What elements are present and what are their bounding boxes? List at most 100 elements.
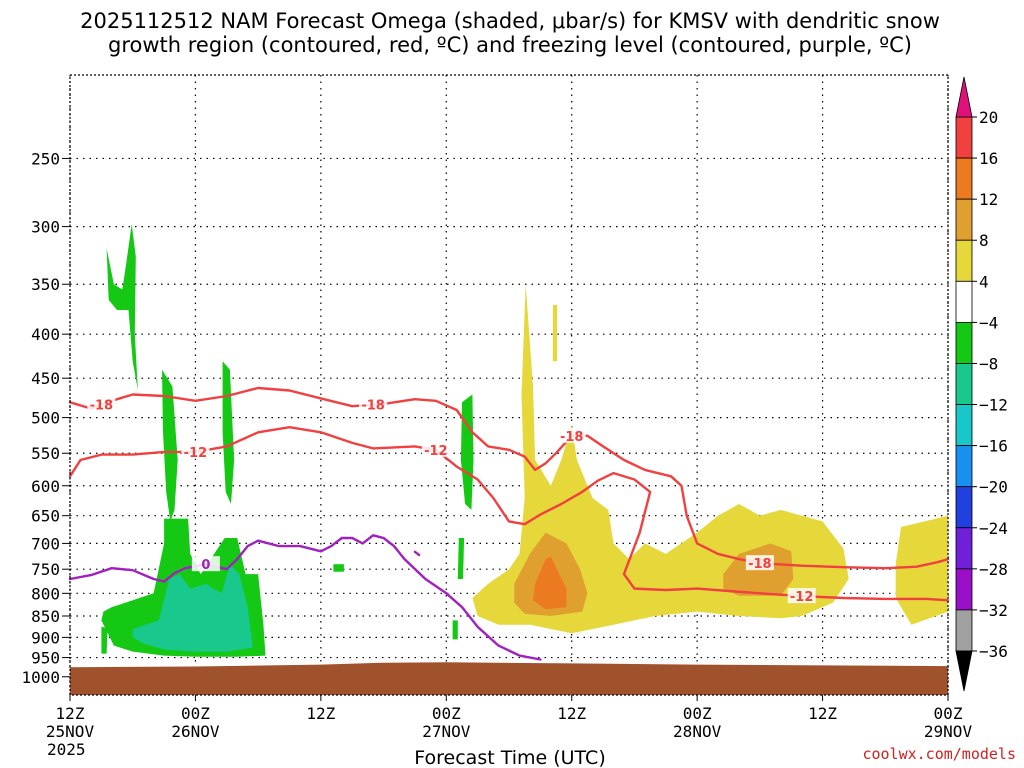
- contour-label-bg: [181, 443, 210, 459]
- colorbar-top-arrow: [955, 76, 973, 118]
- colorbar-bin--36-to--32: [955, 609, 973, 652]
- y-tick-label-1000: 1000: [21, 668, 60, 687]
- y-tick-label-900: 900: [31, 628, 60, 647]
- y-axis-tick-labels: 250 300 350 400 450 500 550 600 650 700 750 800 850 9…: [21, 149, 70, 687]
- shading-green-dot-27nov: [452, 620, 458, 640]
- colorbar-label--16: −16: [979, 437, 1008, 456]
- shading-green-column-27nov: [460, 394, 474, 510]
- colorbar-label--8: −8: [979, 354, 998, 373]
- colorbar-label-8: 8: [979, 231, 989, 250]
- colorbar-bin--4-to-4: [955, 280, 973, 323]
- colorbar-bottom-arrow: [955, 650, 973, 692]
- x-tick-date-84: 29NOV: [924, 722, 973, 741]
- y-tick-label-550: 550: [31, 444, 60, 463]
- contour-label-dgz-minus-12: -12: [184, 446, 208, 461]
- contour-label-dgz-minus-12: -12: [790, 590, 814, 605]
- contour-label-bg: [745, 555, 774, 571]
- x-tick-time-48: 12Z: [557, 704, 586, 723]
- x-tick-time-60: 00Z: [683, 704, 712, 723]
- x-tick-date-36: 27NOV: [422, 722, 471, 741]
- contour-label-dgz-minus-18: -18: [748, 557, 772, 572]
- x-tick-time-72: 12Z: [808, 704, 837, 723]
- y-tick-label-700: 700: [31, 534, 60, 553]
- x-tick-date-60: 28NOV: [673, 722, 722, 741]
- contour-label-freezing-level-0: 0: [201, 558, 210, 573]
- y-tick-label-450: 450: [31, 369, 60, 388]
- contour-label-bg: [191, 556, 220, 572]
- shading-green-small-bits: [101, 626, 108, 654]
- colorbar-label--32: −32: [979, 601, 1008, 620]
- contour-label-bg: [787, 588, 816, 604]
- y-tick-label-750: 750: [31, 560, 60, 579]
- shading-green-column-26nov: [162, 369, 178, 522]
- colorbar-bin--8-to--4: [955, 321, 973, 364]
- y-tick-label-350: 350: [31, 275, 60, 294]
- y-tick-label-600: 600: [31, 477, 60, 496]
- x-tick-time-36: 00Z: [432, 704, 461, 723]
- ground-surface: [70, 662, 948, 695]
- contour-label-bg: [557, 427, 586, 443]
- x-axis-label: Forecast Time (UTC): [414, 747, 605, 768]
- temperature-contours: -18 -18 -18 -18 -12 -12 -12 0: [68, 386, 950, 661]
- y-tick-label-950: 950: [31, 649, 60, 668]
- colorbar-label-16: 16: [979, 149, 998, 168]
- colorbar-label--20: −20: [979, 478, 1008, 497]
- colorbar-label--4: −4: [979, 313, 998, 332]
- y-tick-label-500: 500: [31, 409, 60, 428]
- colorbar-bin--24-to--20: [955, 486, 973, 529]
- contour-freezing-level-0: [68, 534, 542, 661]
- chart-title-line1: 2025112512 NAM Forecast Omega (shaded, μ…: [80, 9, 940, 33]
- chart-title-line2: growth region (contoured, red, ºC) and f…: [108, 33, 912, 57]
- x-tick-date-12: 26NOV: [171, 722, 220, 741]
- colorbar-label-4: 4: [979, 272, 989, 291]
- x-tick-year: 2025: [47, 740, 86, 759]
- shading-yellow-east-29nov: [895, 515, 948, 625]
- colorbar-bin-12-to-16: [955, 157, 973, 200]
- y-tick-label-850: 850: [31, 607, 60, 626]
- shading-deep-orange-core: [533, 556, 567, 610]
- shading-teal-lower-core: [132, 564, 253, 652]
- x-tick-time-24: 12Z: [306, 704, 335, 723]
- shading-yellow-upper-streak: [552, 305, 558, 362]
- y-tick-label-650: 650: [31, 507, 60, 526]
- x-tick-time-84: 00Z: [934, 704, 963, 723]
- contour-label-dgz-minus-18: -18: [90, 399, 114, 414]
- ground-fill: [70, 662, 948, 695]
- shading-green-dot-26nov: [333, 564, 344, 572]
- contour-label-dgz-minus-18: -18: [361, 399, 385, 414]
- colorbar-label--12: −12: [979, 396, 1008, 415]
- colorbar-bin--16-to--12: [955, 404, 973, 447]
- colorbar-bin--32-to--28: [955, 568, 973, 611]
- colorbar-bin-16-to-20: [955, 116, 973, 159]
- colorbar-label-12: 12: [979, 190, 998, 209]
- colorbar-bin--20-to--16: [955, 445, 973, 488]
- contour-label-dgz-minus-12: -12: [424, 444, 448, 459]
- colorbar-label--36: −36: [979, 642, 1008, 661]
- colorbar-label--24: −24: [979, 519, 1008, 538]
- x-tick-time-12: 00Z: [181, 704, 210, 723]
- plot-frame: [69, 74, 949, 696]
- y-tick-label-300: 300: [31, 218, 60, 237]
- contour-label-bg: [87, 396, 116, 412]
- colorbar-label--28: −28: [979, 560, 1008, 579]
- colorbar-bin-8-to-12: [955, 198, 973, 241]
- contour-dgz-minus-12: [68, 426, 950, 602]
- plot-border: [69, 74, 949, 696]
- colorbar-bin-4-to-8: [955, 239, 973, 282]
- contour-freezing-level-dot: [413, 550, 421, 557]
- x-tick-date-0: 25NOV: [46, 722, 95, 741]
- y-tick-label-400: 400: [31, 325, 60, 344]
- credit-text: coolwx.com/models: [862, 745, 1016, 763]
- colorbar-bin--12-to--8: [955, 363, 973, 405]
- colorbar-label-20: 20: [979, 108, 998, 127]
- shading-green-small-27nov: [457, 538, 465, 579]
- contour-label-dgz-minus-18: -18: [560, 430, 584, 445]
- contour-label-bg: [359, 396, 388, 412]
- y-tick-label-250: 250: [31, 149, 60, 168]
- colorbar-bin--28-to--24: [955, 527, 973, 570]
- x-tick-time-0: 12Z: [56, 704, 85, 723]
- shading-green-upper-plume: [106, 224, 138, 391]
- y-tick-label-800: 800: [31, 584, 60, 603]
